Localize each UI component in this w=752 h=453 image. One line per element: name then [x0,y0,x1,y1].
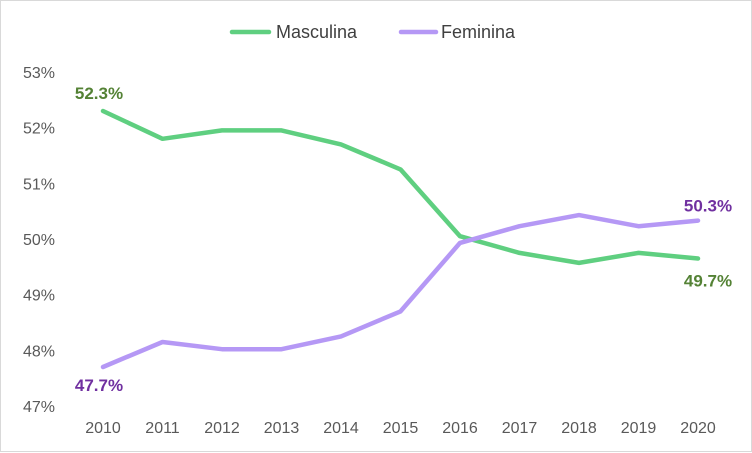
y-tick-label: 52% [23,121,55,138]
x-tick-label: 2011 [145,420,180,437]
x-tick-label: 2015 [383,420,419,437]
x-tick-label: 2017 [502,420,538,437]
x-tick-label: 2013 [264,420,300,437]
series-line-masculina [100,108,701,266]
y-tick-label: 51% [23,176,55,193]
x-tick-label: 2018 [561,420,597,437]
legend-label-feminina: Feminina [441,22,516,42]
data-label-feminina-2010: 47.7% [75,376,123,395]
legend-label-masculina: Masculina [276,22,358,42]
data-labels: 52.3% 49.7% 47.7% 50.3% [75,84,732,395]
data-label-feminina-2020: 50.3% [684,197,732,216]
x-tick-label: 2014 [323,420,359,437]
series-lines [100,108,701,370]
y-tick-label: 53% [23,65,55,82]
data-label-masculina-2010: 52.3% [75,84,123,103]
x-tick-label: 2016 [442,420,478,437]
x-tick-label: 2019 [621,420,657,437]
x-tick-label: 2020 [680,420,716,437]
x-axis: 2010 2011 2012 2013 2014 2015 2016 2017 2018 2019… [85,420,716,437]
y-tick-label: 48% [23,343,55,360]
y-tick-label: 47% [23,399,55,416]
y-axis: 47% 48% 49% 50% 51% 52% 53% [23,65,55,416]
series-line-feminina [100,212,701,370]
data-label-masculina-2020: 49.7% [684,271,732,290]
legend: Masculina Feminina [229,22,516,42]
x-tick-label: 2012 [204,420,240,437]
y-tick-label: 49% [23,288,55,305]
y-tick-label: 50% [23,232,55,249]
x-tick-label: 2010 [85,420,121,437]
